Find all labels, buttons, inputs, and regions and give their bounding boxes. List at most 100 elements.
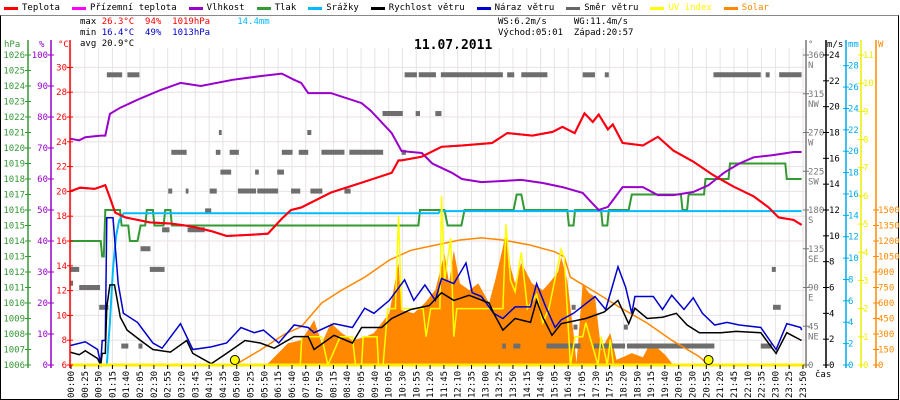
temperature-tick-label: 28 [56, 88, 67, 98]
stats-wind-row: WS:6.2m/s WG:11.4m/s [498, 17, 628, 28]
solar-tick-label: 450 [878, 315, 894, 325]
x-tick-label: 01:15 [108, 371, 118, 398]
wind-tick-label: 24 [829, 51, 840, 61]
pressure-tick-label: 1007 [3, 346, 25, 356]
uv-tick-label: 4 [863, 248, 868, 258]
x-tick-label: 07:50 [316, 371, 326, 398]
direction-compass-label: S [808, 216, 813, 226]
sunrise: Východ:05:01 [498, 28, 564, 38]
min-temp: 16.4°C [101, 28, 135, 38]
x-tick-label: 20:05 [675, 371, 685, 398]
legend-label: Rychlost větru [388, 3, 465, 13]
x-tick-label: 19:15 [647, 371, 657, 398]
rain-tick-label: 26 [848, 83, 859, 93]
x-tick-label: 13:50 [509, 371, 519, 398]
pressure-tick-label: 1017 [3, 191, 25, 201]
direction-compass-label: W [808, 139, 814, 149]
x-tick-label: 19:40 [661, 371, 671, 398]
x-tick-label: 05:25 [247, 371, 257, 398]
avg-temp: 20.9°C [101, 39, 135, 49]
x-tick-label: 12:10 [454, 371, 464, 398]
direction-tick-label: 0 [808, 361, 813, 371]
humidity-tick-label: 20 [37, 299, 48, 309]
x-tick-label: 09:05 [357, 371, 367, 398]
sun-marker-icon [703, 355, 714, 365]
rain-tick-label: 28 [848, 62, 859, 72]
wind-tick-label: 2 [829, 335, 834, 345]
wind-tick-label: 14 [829, 180, 840, 190]
x-tick-label: 02:30 [150, 371, 160, 398]
solar-tick-label: 300 [878, 330, 894, 340]
solar-tick-label: 150 [878, 346, 894, 356]
x-tick-label: 14:40 [537, 371, 547, 398]
max-pressure: 1019hPa [172, 17, 211, 27]
sun-marker-icon [229, 355, 240, 365]
legend-label: Vlhkost [206, 3, 245, 13]
rain-tick-label: 14 [848, 211, 859, 221]
legend-label: UV index [668, 3, 712, 13]
direction-tick-label: 45 [808, 322, 819, 332]
temperature-tick-label: 20 [56, 187, 67, 197]
pressure-tick-label: 1010 [3, 299, 25, 309]
uv-tick-label: 2 [863, 305, 868, 315]
x-tick-label: 06:15 [274, 371, 284, 398]
x-tick-label: 02:55 [164, 371, 174, 398]
legend-item: Teplota [4, 3, 60, 13]
pressure-tick-label: 1023 [3, 98, 25, 108]
legend-item: UV index [650, 3, 712, 13]
x-tick-label: 01:40 [122, 371, 132, 398]
legend-swatch [4, 6, 18, 10]
solar-tick-label: 1200 [878, 237, 900, 247]
pressure-tick-label: 1012 [3, 268, 25, 278]
stats-avg-row: avg 20.9°C [80, 39, 134, 50]
uv-tick-label: 0 [863, 361, 868, 371]
wind-speed-avg: WS:6.2m/s [498, 17, 547, 27]
x-tick-label: 20:55 [702, 371, 712, 398]
direction-tick-label: 315 [808, 90, 824, 100]
temperature-tick-label: 16 [56, 237, 67, 247]
x-tick-label: 00:00 [67, 371, 77, 398]
legend-item: Srážky [308, 3, 359, 13]
x-tick-label: 20:30 [689, 371, 699, 398]
stats-sun-row: Východ:05:01 Západ:20:57 [498, 28, 633, 39]
humidity-tick-label: 70 [37, 144, 48, 154]
legend-item: Vlhkost [188, 3, 245, 13]
chart-title: 11.07.2011 [414, 38, 493, 53]
wind-tick-label: 4 [829, 309, 834, 319]
x-tick-label: 04:10 [205, 371, 215, 398]
pressure-tick-label: 1008 [3, 330, 25, 340]
x-tick-label: 22:35 [758, 371, 768, 398]
rain-total: 14.4mm [237, 17, 270, 27]
feels-like-line [69, 111, 803, 238]
legend-swatch [650, 6, 665, 10]
temperature-tick-label: 8 [62, 336, 67, 346]
pressure-tick-label: 1009 [3, 315, 25, 325]
rain-tick-label: 4 [848, 318, 853, 328]
legend-item: Přízemní teplota [71, 3, 177, 13]
legend-label: Přízemní teplota [89, 3, 177, 13]
pressure-tick-label: 1022 [3, 113, 25, 123]
legend-swatch [723, 6, 738, 10]
humidity-tick-label: 30 [37, 268, 48, 278]
direction-tick-label: 90 [808, 284, 819, 294]
wind-gust-max: WG:11.4m/s [573, 17, 629, 27]
x-tick-label: 11:45 [440, 371, 450, 398]
uv-tick-label: 10 [863, 79, 874, 89]
pressure-tick-label: 1021 [3, 129, 25, 139]
direction-compass-label: SE [808, 255, 819, 265]
x-tick-label: 07:05 [302, 371, 312, 398]
x-tick-label: 23:50 [799, 371, 809, 398]
legend-label: Solar [741, 3, 769, 13]
x-tick-label: 14:15 [523, 371, 533, 398]
legend-item: Náraz větru [476, 3, 554, 13]
temperature-tick-label: 30 [56, 63, 67, 73]
pressure-tick-label: 1025 [3, 67, 25, 77]
x-tick-label: 13:25 [495, 371, 505, 398]
x-tick-label: 04:35 [219, 371, 229, 398]
x-tick-label: 10:05 [385, 371, 395, 398]
humidity-tick-label: 50 [37, 206, 48, 216]
pressure-tick-label: 1013 [3, 253, 25, 263]
legend-label: Tlak [274, 3, 297, 13]
x-tick-label: 23:25 [785, 371, 795, 398]
uv-tick-label: 7 [863, 164, 868, 174]
